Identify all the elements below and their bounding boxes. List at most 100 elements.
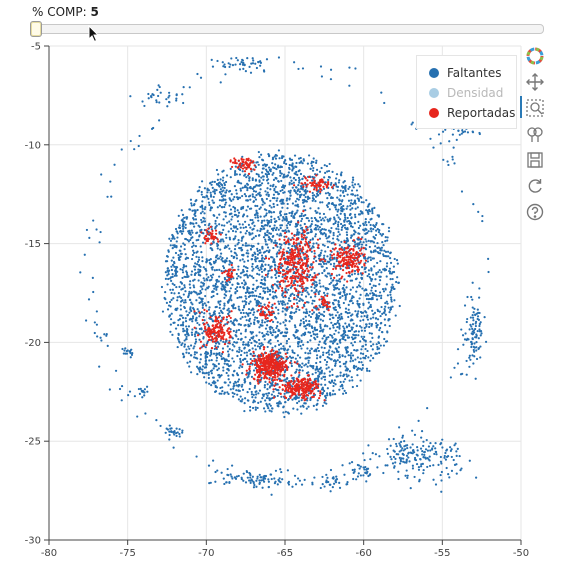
data-point [255, 479, 258, 482]
data-point [386, 294, 389, 297]
data-point [359, 474, 362, 477]
data-point [190, 291, 193, 294]
data-point [367, 221, 371, 224]
data-point [218, 303, 222, 306]
data-point [377, 251, 380, 255]
data-point [280, 470, 283, 474]
data-point [241, 194, 244, 198]
data-point [248, 387, 251, 391]
data-point [233, 173, 237, 177]
data-point [281, 206, 284, 209]
data-point [273, 283, 276, 286]
data-point [170, 265, 173, 268]
data-point [270, 410, 273, 413]
data-point [188, 283, 191, 286]
data-point [233, 323, 236, 327]
data-point [361, 363, 364, 367]
data-point [182, 301, 186, 304]
data-point [291, 306, 294, 309]
data-point [343, 212, 346, 216]
data-point [372, 227, 375, 231]
data-point [214, 285, 217, 288]
data-point [310, 347, 313, 350]
data-point [228, 281, 232, 284]
data-point [323, 262, 326, 265]
data-point [189, 280, 192, 283]
data-point [223, 276, 226, 280]
data-point [250, 390, 253, 394]
data-point [201, 332, 204, 335]
data-point [396, 262, 399, 265]
data-point [375, 223, 378, 226]
data-point [311, 191, 314, 195]
data-point [471, 281, 474, 284]
data-point [365, 232, 368, 235]
data-point [287, 246, 290, 250]
data-point [225, 371, 228, 375]
data-point [248, 65, 251, 68]
data-point [339, 189, 342, 192]
data-point [353, 340, 357, 344]
data-point [340, 228, 343, 231]
data-point [280, 156, 284, 160]
data-point [286, 265, 289, 269]
data-point [313, 216, 317, 220]
data-point [294, 398, 297, 401]
data-point [324, 250, 327, 253]
data-point [193, 353, 196, 356]
data-point [347, 219, 351, 223]
data-point [264, 172, 267, 176]
data-point [346, 216, 349, 220]
data-point [311, 220, 314, 223]
data-point [389, 251, 392, 254]
data-point [333, 262, 336, 265]
data-point [258, 331, 261, 334]
data-point [318, 237, 322, 240]
data-point [308, 319, 311, 323]
data-point [312, 246, 315, 249]
data-point [303, 305, 306, 308]
data-point [349, 236, 353, 239]
data-point [328, 349, 331, 352]
data-point [455, 450, 458, 453]
data-point [386, 330, 389, 333]
data-point [484, 340, 488, 343]
data-point [354, 358, 357, 361]
data-point [323, 401, 326, 404]
data-point [315, 367, 318, 370]
data-point [292, 181, 295, 184]
data-point [234, 235, 237, 238]
slider-handle[interactable] [30, 21, 42, 37]
data-point [478, 287, 481, 290]
data-point [246, 376, 249, 379]
data-point [353, 468, 356, 471]
data-point [358, 361, 361, 364]
data-point [257, 175, 261, 178]
data-point [296, 284, 299, 287]
data-point [188, 86, 191, 89]
data-point [232, 385, 235, 388]
data-point [356, 356, 359, 359]
data-point [411, 467, 415, 470]
data-point [258, 347, 262, 350]
data-point [268, 204, 271, 207]
data-point [370, 286, 373, 289]
data-point [190, 270, 194, 273]
data-point [313, 336, 316, 339]
data-point [460, 190, 464, 193]
data-point [214, 342, 218, 345]
data-point [158, 85, 161, 89]
data-point [181, 324, 185, 327]
data-point [249, 481, 252, 484]
data-point [357, 199, 361, 202]
data-point [184, 290, 187, 293]
data-point [216, 216, 219, 219]
data-point [184, 317, 187, 320]
data-point [213, 347, 216, 350]
data-point [319, 356, 322, 359]
data-point [266, 286, 269, 289]
data-point [312, 198, 315, 201]
data-point [360, 348, 363, 351]
data-point [267, 219, 271, 223]
